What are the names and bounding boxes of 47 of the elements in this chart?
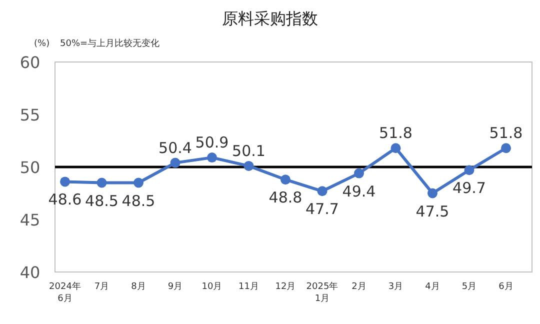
- data-label: 48.5: [122, 192, 156, 210]
- x-tick-label: 3月: [388, 282, 404, 292]
- x-tick-label: 2025年 1月: [306, 281, 338, 304]
- text: (%): [34, 39, 50, 49]
- x-tick-label: 5月: [462, 282, 477, 292]
- point: [501, 143, 511, 154]
- data-label: 49.4: [342, 182, 376, 200]
- point: [244, 160, 254, 171]
- data-label: 48.6: [48, 190, 82, 209]
- y-tick-label: 50: [20, 158, 40, 177]
- x-tick-label: 6月: [498, 282, 514, 292]
- x-tick-label: 10月: [202, 282, 222, 292]
- data-label: 49.7: [452, 179, 486, 198]
- data-label: 47.5: [416, 202, 450, 220]
- x-tick-label: 8月: [131, 282, 146, 292]
- data-label: 48.8: [268, 188, 302, 207]
- x-tick-label: 2024年 6月: [49, 281, 81, 304]
- x-tick-label: 9月: [168, 282, 183, 292]
- point: [464, 165, 474, 176]
- chart-title: 原料采购指数: [222, 9, 318, 28]
- point: [354, 168, 364, 178]
- data-label: 48.5: [85, 192, 118, 210]
- y-tick-label: 60: [20, 53, 40, 72]
- data-label: 51.8: [379, 124, 412, 142]
- text: 50%=与上月比较无变化: [60, 38, 160, 49]
- point: [134, 178, 144, 188]
- x-tick-label: 7月: [94, 282, 110, 292]
- point: [428, 188, 438, 198]
- point: [317, 186, 328, 196]
- point: [96, 178, 107, 188]
- point: [390, 143, 401, 154]
- data-label: 50.9: [195, 134, 229, 152]
- point: [170, 158, 180, 168]
- data-label: 50.4: [158, 138, 192, 157]
- y-tick-label: 40: [20, 263, 40, 282]
- x-tick-label: 4月: [425, 282, 440, 292]
- x-tick-label: 12月: [275, 282, 296, 292]
- x-tick-label: 2月: [352, 282, 366, 292]
- data-label: 51.8: [489, 124, 523, 142]
- data-label: 47.7: [306, 200, 339, 218]
- y-tick-label: 55: [20, 106, 40, 124]
- y-tick-label: 45: [20, 210, 40, 230]
- x-tick-label: 11月: [238, 282, 259, 292]
- data-label: 50.1: [232, 142, 266, 160]
- point: [60, 176, 70, 187]
- point: [207, 152, 217, 163]
- point: [280, 174, 290, 185]
